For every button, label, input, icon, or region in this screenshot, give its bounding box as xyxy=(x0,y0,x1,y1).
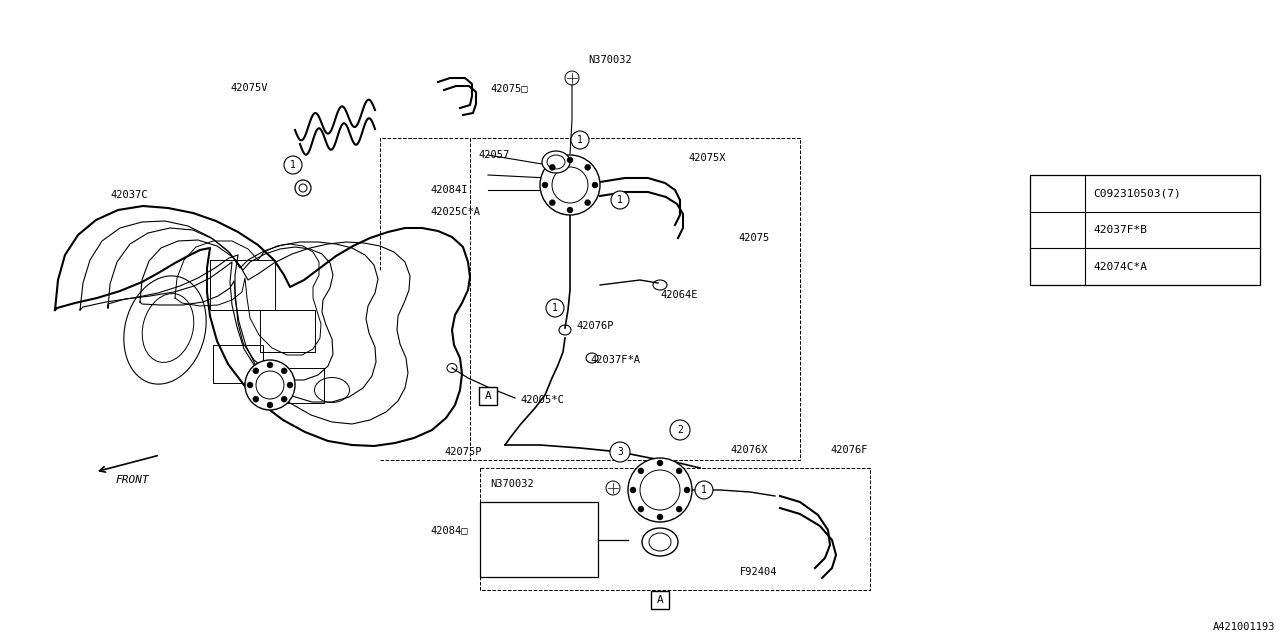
Circle shape xyxy=(549,164,556,170)
Bar xyxy=(1030,175,1260,285)
Text: 2: 2 xyxy=(677,425,684,435)
Circle shape xyxy=(1047,183,1068,204)
Bar xyxy=(210,260,275,310)
Text: 1: 1 xyxy=(617,195,623,205)
Bar xyxy=(480,502,598,577)
Circle shape xyxy=(585,164,590,170)
Text: 42075: 42075 xyxy=(739,233,769,243)
Text: 42075V: 42075V xyxy=(230,83,268,93)
Circle shape xyxy=(282,368,287,374)
Circle shape xyxy=(676,506,682,512)
Text: A: A xyxy=(485,391,492,401)
Circle shape xyxy=(637,468,644,474)
Circle shape xyxy=(253,396,259,402)
Text: 42076F: 42076F xyxy=(829,445,868,455)
Circle shape xyxy=(287,382,293,388)
Circle shape xyxy=(611,191,628,209)
Circle shape xyxy=(294,180,311,196)
Text: C092310503(7): C092310503(7) xyxy=(1093,188,1180,198)
Text: 42005*C: 42005*C xyxy=(520,395,563,405)
Circle shape xyxy=(541,182,548,188)
Circle shape xyxy=(591,182,598,188)
Text: FRONT: FRONT xyxy=(115,475,148,485)
Circle shape xyxy=(695,481,713,499)
Circle shape xyxy=(567,157,573,163)
Text: 42084□: 42084□ xyxy=(430,525,467,535)
Circle shape xyxy=(540,155,600,215)
Text: 42075P: 42075P xyxy=(444,447,481,457)
Text: A421001193: A421001193 xyxy=(1212,622,1275,632)
Bar xyxy=(212,345,262,383)
Text: 42064E: 42064E xyxy=(660,290,698,300)
Circle shape xyxy=(549,200,556,205)
Circle shape xyxy=(637,506,644,512)
Circle shape xyxy=(1047,220,1068,240)
Circle shape xyxy=(567,207,573,213)
Text: 1: 1 xyxy=(1055,188,1061,198)
Circle shape xyxy=(585,200,590,205)
Circle shape xyxy=(247,382,253,388)
Text: F92404: F92404 xyxy=(740,567,777,577)
Text: N370032: N370032 xyxy=(490,479,534,489)
Text: N370032: N370032 xyxy=(588,55,632,65)
Circle shape xyxy=(268,362,273,368)
Text: 3: 3 xyxy=(1055,262,1061,271)
Circle shape xyxy=(684,487,690,493)
Text: 1: 1 xyxy=(701,485,707,495)
Bar xyxy=(479,387,497,405)
Circle shape xyxy=(676,468,682,474)
Circle shape xyxy=(284,156,302,174)
Ellipse shape xyxy=(541,151,570,173)
Circle shape xyxy=(244,360,294,410)
Text: 42075X: 42075X xyxy=(689,153,726,163)
Text: A: A xyxy=(657,595,663,605)
Circle shape xyxy=(669,420,690,440)
Circle shape xyxy=(628,458,692,522)
Text: 42076X: 42076X xyxy=(730,445,768,455)
Circle shape xyxy=(657,460,663,466)
Circle shape xyxy=(253,368,259,374)
Ellipse shape xyxy=(643,528,678,556)
Text: 1: 1 xyxy=(577,135,582,145)
Circle shape xyxy=(1047,257,1068,276)
Circle shape xyxy=(611,442,630,462)
Circle shape xyxy=(282,396,287,402)
Bar xyxy=(260,310,315,352)
Text: 42076P: 42076P xyxy=(576,321,613,331)
Text: 42037C: 42037C xyxy=(110,190,148,200)
Text: 3: 3 xyxy=(617,447,623,457)
Text: 42075□: 42075□ xyxy=(490,83,527,93)
Text: 42025C*A: 42025C*A xyxy=(430,207,480,217)
Text: 42037F*B: 42037F*B xyxy=(1093,225,1147,235)
Text: 1: 1 xyxy=(552,303,558,313)
Text: 42057: 42057 xyxy=(477,150,509,160)
Circle shape xyxy=(571,131,589,149)
Text: 1: 1 xyxy=(291,160,296,170)
Text: 2: 2 xyxy=(1055,225,1061,235)
Text: 42037F*A: 42037F*A xyxy=(590,355,640,365)
Text: 42084I: 42084I xyxy=(430,185,467,195)
Circle shape xyxy=(630,487,636,493)
Circle shape xyxy=(657,514,663,520)
Bar xyxy=(652,591,669,609)
Bar xyxy=(276,368,324,403)
Circle shape xyxy=(547,299,564,317)
Circle shape xyxy=(268,402,273,408)
Text: 42074C*A: 42074C*A xyxy=(1093,262,1147,271)
